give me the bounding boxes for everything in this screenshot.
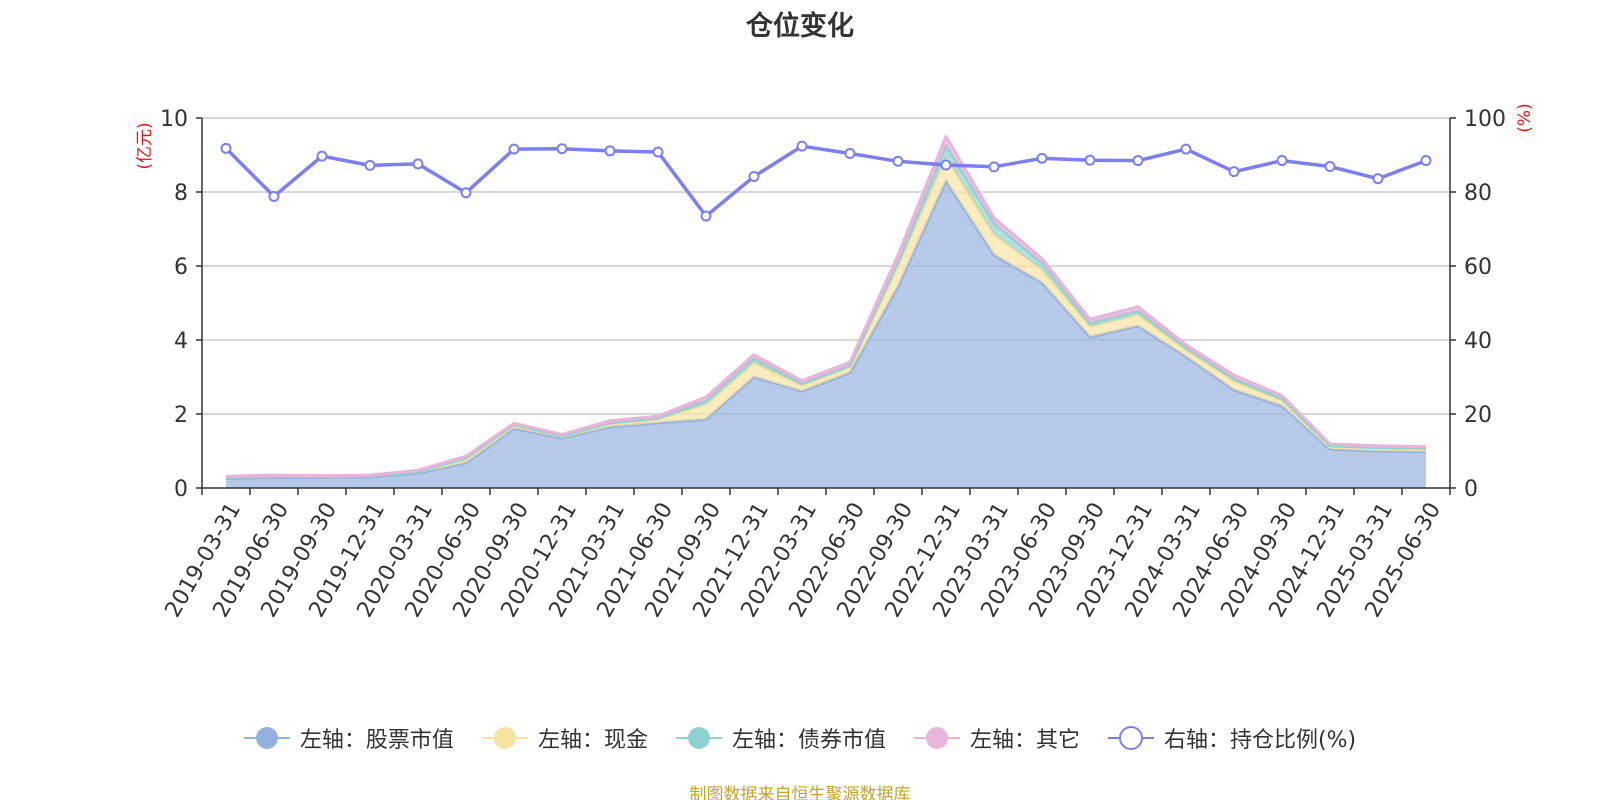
holding-ratio-point xyxy=(316,150,328,162)
right-tick-label: 80 xyxy=(1464,181,1492,206)
holding-ratio-point xyxy=(796,140,808,152)
holding-ratio-point xyxy=(700,210,712,222)
holding-ratio-point xyxy=(1180,143,1192,155)
holding-ratio-point xyxy=(1036,152,1048,164)
legend-item[interactable]: 右轴：持仓比例(%) xyxy=(1107,722,1357,754)
area-series-1 xyxy=(226,180,1426,488)
legend-item[interactable]: 左轴：股票市值 xyxy=(243,722,454,754)
holding-ratio-series xyxy=(220,140,1432,222)
hollow-circle-icon xyxy=(1107,726,1154,750)
right-axis-unit-label: (%) xyxy=(1515,103,1535,132)
holding-ratio-point xyxy=(268,190,280,202)
holding-ratio-point xyxy=(892,155,904,167)
holding-ratio-point xyxy=(412,158,424,170)
chart-title: 仓位变化 xyxy=(746,11,854,42)
left-tick-label: 8 xyxy=(174,181,188,206)
holding-ratio-point xyxy=(940,159,952,171)
filled-circle-icon xyxy=(913,727,960,749)
left-axis-unit-label: (亿元) xyxy=(135,122,155,169)
right-tick-label: 20 xyxy=(1464,403,1492,428)
legend-label: 左轴：现金 xyxy=(537,728,648,753)
holding-ratio-point xyxy=(1420,155,1432,167)
right-tick-label: 60 xyxy=(1464,255,1492,280)
left-tick-label: 2 xyxy=(174,403,188,428)
legend-label: 左轴：其它 xyxy=(969,728,1080,753)
holding-ratio-point xyxy=(556,143,568,155)
legend-label: 右轴：持仓比例(%) xyxy=(1163,728,1357,753)
legend: 左轴：股票市值 左轴：现金 左轴：债券市值 左轴：其它 右轴：持仓比例(%) xyxy=(0,722,1600,754)
left-tick-label: 10 xyxy=(160,107,188,132)
left-tick-label: 6 xyxy=(174,255,188,280)
filled-circle-icon xyxy=(481,727,528,749)
holding-ratio-point xyxy=(1132,155,1144,167)
legend-label: 左轴：股票市值 xyxy=(299,728,454,753)
holding-ratio-point xyxy=(364,159,376,171)
holding-ratio-point xyxy=(460,187,472,199)
holding-ratio-point xyxy=(844,148,856,160)
filled-circle-icon xyxy=(675,727,722,749)
right-tick-label: 0 xyxy=(1464,477,1478,502)
source-note: 制图数据来自恒生聚源数据库 xyxy=(689,785,911,800)
legend-item[interactable]: 左轴：现金 xyxy=(481,722,648,754)
stacked-areas xyxy=(225,135,1427,488)
holding-ratio-point xyxy=(220,142,232,154)
left-tick-label: 0 xyxy=(174,477,188,502)
right-tick-label: 40 xyxy=(1464,329,1492,354)
legend-item[interactable]: 左轴：债券市值 xyxy=(675,722,886,754)
holding-ratio-point xyxy=(508,143,520,155)
holding-ratio-point xyxy=(1372,173,1384,185)
holding-ratio-point xyxy=(604,145,616,157)
holding-ratio-point xyxy=(652,146,664,158)
holding-ratio-point xyxy=(1228,166,1240,178)
left-tick-label: 4 xyxy=(174,329,188,354)
holding-ratio-line xyxy=(224,144,1427,218)
area-series-4-edge xyxy=(225,135,1427,478)
filled-circle-icon xyxy=(243,727,290,749)
holding-ratio-point xyxy=(1276,155,1288,167)
right-tick-label: 100 xyxy=(1464,107,1506,132)
legend-label: 左轴：债券市值 xyxy=(731,728,886,753)
x-axis: 2019-03-312019-06-302019-09-302019-12-31… xyxy=(161,488,1451,622)
holding-ratio-point xyxy=(748,170,760,182)
legend-item[interactable]: 左轴：其它 xyxy=(913,722,1080,754)
holding-ratio-point xyxy=(988,161,1000,173)
holding-ratio-point xyxy=(1324,160,1336,172)
holding-ratio-point xyxy=(1084,154,1096,166)
